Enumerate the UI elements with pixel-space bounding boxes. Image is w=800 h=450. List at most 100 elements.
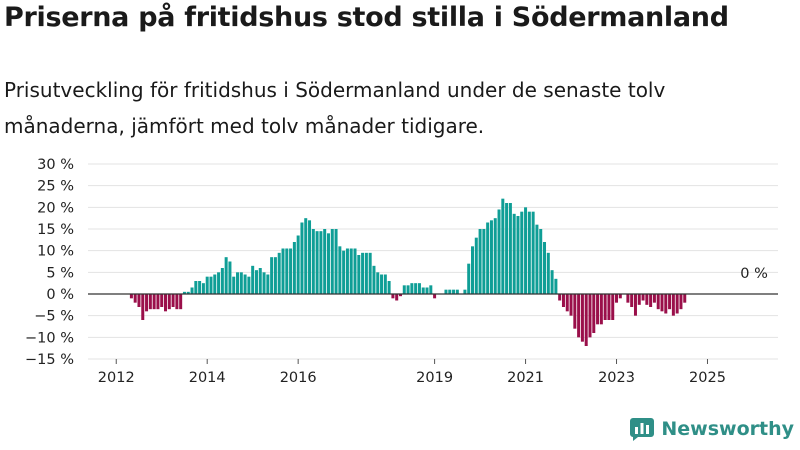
bar — [433, 294, 437, 299]
bar — [679, 294, 683, 310]
bar — [315, 231, 319, 294]
brand-name: Newsworthy — [661, 418, 794, 440]
bar — [292, 242, 296, 294]
bar — [182, 291, 186, 294]
bar — [224, 257, 228, 294]
bar — [565, 294, 569, 312]
bar — [398, 294, 402, 297]
bar — [527, 211, 531, 294]
y-tick-label: −15 % — [25, 352, 74, 368]
bar — [281, 248, 285, 294]
x-tick-label: 2019 — [416, 370, 453, 385]
bar — [410, 283, 414, 294]
bar — [660, 294, 664, 312]
bar — [543, 242, 547, 294]
bar — [520, 211, 524, 294]
bar — [323, 229, 327, 294]
x-tick-label: 2023 — [598, 370, 635, 385]
bar — [467, 263, 471, 294]
last-value-annotation: 0 % — [740, 266, 768, 282]
bar — [645, 294, 649, 305]
bar — [421, 287, 425, 294]
y-tick-label: 30 % — [37, 157, 74, 173]
bar — [402, 285, 406, 294]
chart-title: Priserna på fritidshus stod stilla i Söd… — [4, 2, 729, 33]
x-tick-label: 2021 — [507, 370, 544, 385]
bar — [326, 233, 330, 294]
bar — [577, 294, 581, 338]
bar — [580, 294, 584, 342]
bar — [592, 294, 596, 333]
bar — [486, 222, 490, 294]
bar — [296, 235, 300, 294]
bar — [455, 289, 459, 294]
bar — [334, 229, 338, 294]
bar — [338, 246, 342, 294]
bar — [175, 294, 179, 310]
bar — [489, 220, 493, 294]
bar — [145, 294, 149, 312]
bar — [429, 285, 433, 294]
bar — [671, 294, 675, 316]
bar — [285, 248, 289, 294]
bar — [675, 294, 679, 314]
bar — [414, 283, 418, 294]
bar — [425, 287, 429, 294]
bar — [319, 231, 323, 294]
y-tick-label: 15 % — [37, 222, 74, 238]
bar — [308, 220, 312, 294]
bars — [129, 198, 687, 346]
bar — [607, 294, 611, 320]
bar — [573, 294, 577, 329]
bar — [588, 294, 592, 338]
bar — [361, 252, 365, 294]
bar — [129, 294, 133, 299]
bar — [213, 274, 217, 294]
bar — [277, 252, 281, 294]
newsworthy-brand[interactable]: Newsworthy — [629, 414, 794, 444]
bar — [395, 294, 399, 301]
bar — [330, 229, 334, 294]
bar — [345, 248, 349, 294]
bar — [508, 203, 512, 294]
bar — [524, 207, 528, 294]
bar — [137, 294, 141, 307]
bar — [232, 276, 236, 294]
bar — [209, 276, 213, 294]
bar — [364, 252, 368, 294]
bar — [247, 276, 251, 294]
bar — [194, 281, 198, 294]
x-tick-label: 2012 — [98, 370, 135, 385]
bar — [546, 252, 550, 294]
bar — [531, 211, 535, 294]
bar — [626, 294, 630, 303]
bar — [383, 274, 387, 294]
bar — [205, 276, 209, 294]
bar — [387, 281, 391, 294]
bar — [501, 198, 505, 294]
bar — [270, 257, 274, 294]
bar — [452, 289, 456, 294]
bar — [171, 294, 175, 307]
bar — [243, 274, 247, 294]
bar — [273, 257, 277, 294]
bar — [471, 246, 474, 294]
bar — [148, 294, 152, 310]
bar — [186, 291, 190, 294]
bar — [156, 294, 160, 310]
y-axis-labels: 30 % 25 % 20 % 15 % 10 % 5 % 0 % −5 % −10 % −15 % — [25, 157, 74, 368]
bar — [391, 294, 395, 299]
x-tick-label: 2014 — [189, 370, 226, 385]
bar-chart-logo-icon — [630, 418, 655, 441]
bar — [167, 294, 171, 310]
bar — [596, 294, 600, 325]
bar — [304, 218, 308, 294]
bar — [539, 229, 543, 294]
bar — [444, 289, 448, 294]
bar — [254, 270, 258, 294]
bar — [372, 265, 376, 294]
bar — [406, 285, 410, 294]
bar — [550, 270, 554, 294]
y-tick-label: −5 % — [34, 309, 74, 325]
bar — [251, 265, 255, 294]
